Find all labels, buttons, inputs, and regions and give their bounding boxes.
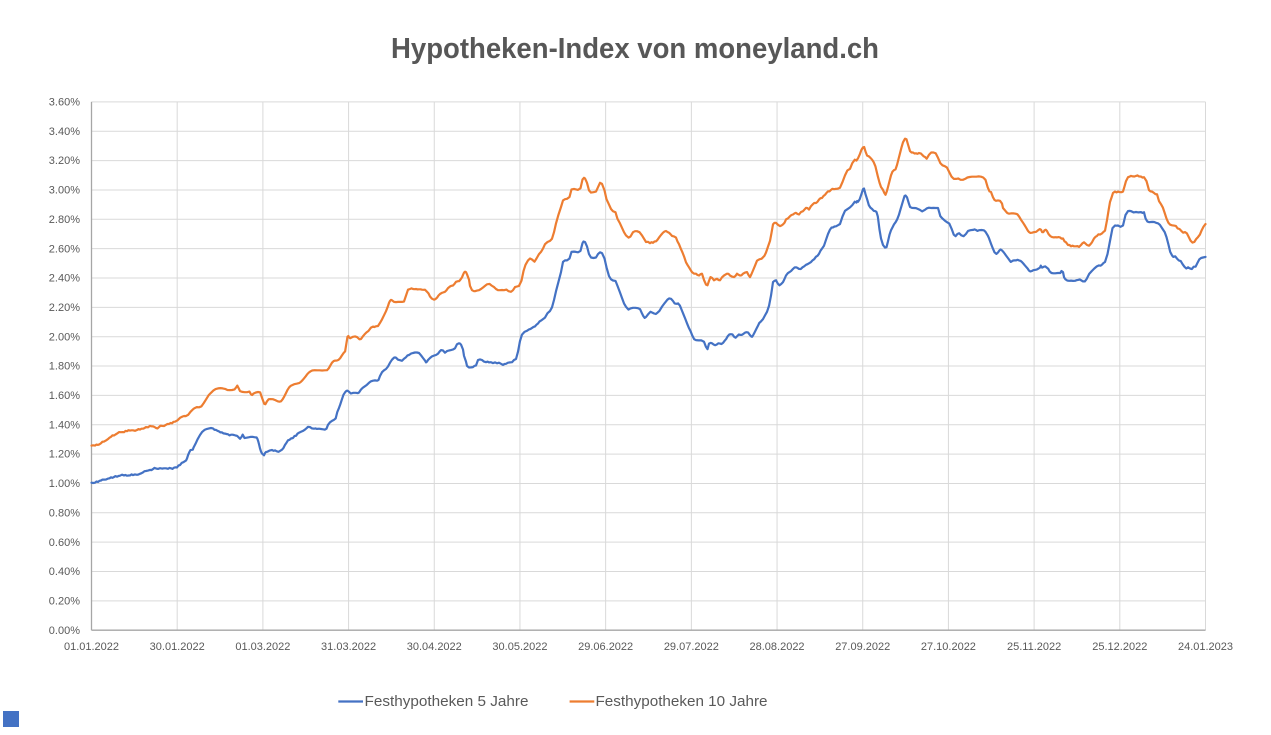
- svg-text:Festhypotheken 5 Jahre: Festhypotheken 5 Jahre: [365, 693, 529, 710]
- svg-text:3.20%: 3.20%: [49, 155, 80, 167]
- svg-text:0.00%: 0.00%: [49, 625, 80, 637]
- svg-text:30.05.2022: 30.05.2022: [492, 641, 547, 653]
- svg-text:3.60%: 3.60%: [49, 97, 80, 109]
- svg-text:1.40%: 1.40%: [49, 419, 80, 431]
- svg-text:0.40%: 0.40%: [49, 566, 80, 578]
- svg-text:0.60%: 0.60%: [49, 537, 80, 549]
- svg-text:01.03.2022: 01.03.2022: [235, 641, 290, 653]
- svg-text:1.60%: 1.60%: [49, 390, 80, 402]
- svg-text:2.20%: 2.20%: [49, 302, 80, 314]
- svg-text:25.11.2022: 25.11.2022: [1007, 641, 1061, 653]
- svg-text:29.07.2022: 29.07.2022: [664, 641, 719, 653]
- svg-text:0.20%: 0.20%: [49, 595, 80, 607]
- svg-text:2.80%: 2.80%: [49, 214, 80, 226]
- svg-text:30.04.2022: 30.04.2022: [407, 641, 462, 653]
- svg-text:1.00%: 1.00%: [49, 478, 80, 490]
- svg-text:Hypotheken-Index von moneyland: Hypotheken-Index von moneyland.ch: [391, 33, 879, 65]
- svg-text:31.03.2022: 31.03.2022: [321, 641, 376, 653]
- svg-text:25.12.2022: 25.12.2022: [1092, 641, 1147, 653]
- svg-text:2.40%: 2.40%: [49, 273, 80, 285]
- svg-text:Festhypotheken 10 Jahre: Festhypotheken 10 Jahre: [596, 693, 768, 710]
- svg-text:24.01.2023: 24.01.2023: [1178, 641, 1233, 653]
- svg-text:30.01.2022: 30.01.2022: [150, 641, 205, 653]
- svg-text:2.00%: 2.00%: [49, 331, 80, 343]
- svg-text:1.80%: 1.80%: [49, 361, 80, 373]
- svg-text:27.09.2022: 27.09.2022: [835, 641, 890, 653]
- svg-text:0.80%: 0.80%: [49, 507, 80, 519]
- svg-text:3.00%: 3.00%: [49, 185, 80, 197]
- svg-text:1.20%: 1.20%: [49, 449, 80, 461]
- svg-text:01.01.2022: 01.01.2022: [64, 641, 119, 653]
- svg-text:3.40%: 3.40%: [49, 126, 80, 138]
- svg-text:29.06.2022: 29.06.2022: [578, 641, 633, 653]
- svg-text:2.60%: 2.60%: [49, 243, 80, 255]
- svg-text:27.10.2022: 27.10.2022: [921, 641, 976, 653]
- svg-text:28.08.2022: 28.08.2022: [750, 641, 805, 653]
